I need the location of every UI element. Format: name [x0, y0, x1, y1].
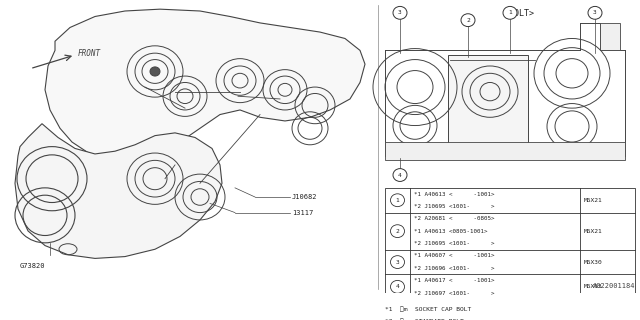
- Bar: [385, 188, 635, 299]
- Circle shape: [150, 67, 160, 76]
- Text: *2 J10695 <1001-      >: *2 J10695 <1001- >: [414, 241, 495, 246]
- Bar: [385, 142, 625, 160]
- Circle shape: [390, 280, 404, 293]
- Text: 1: 1: [508, 10, 512, 15]
- Circle shape: [393, 169, 407, 181]
- Text: M6X53: M6X53: [584, 284, 603, 289]
- Bar: [600, 23, 620, 50]
- Circle shape: [588, 6, 602, 19]
- Text: 3: 3: [593, 10, 597, 15]
- Text: 4: 4: [396, 284, 399, 289]
- Circle shape: [390, 256, 404, 268]
- Text: *2 J10695 <1001-      >: *2 J10695 <1001- >: [414, 204, 495, 209]
- Text: FRONT: FRONT: [78, 49, 101, 58]
- Circle shape: [390, 225, 404, 237]
- Text: M6X30: M6X30: [584, 260, 603, 265]
- Text: *1  Ⓢm  SOCKET CAP BOLT: *1 Ⓢm SOCKET CAP BOLT: [385, 307, 471, 312]
- Text: M6X21: M6X21: [584, 229, 603, 234]
- Polygon shape: [15, 124, 222, 259]
- Text: *2  Ⓣm  STANDARD BOLT: *2 Ⓣm STANDARD BOLT: [385, 318, 464, 320]
- Text: 3: 3: [396, 260, 399, 265]
- Text: J10682: J10682: [292, 194, 317, 200]
- Text: *2 J10696 <1001-      >: *2 J10696 <1001- >: [414, 266, 495, 271]
- Polygon shape: [45, 9, 365, 160]
- Text: *2 A20681 <      -0805>: *2 A20681 < -0805>: [414, 216, 495, 221]
- Text: G73820: G73820: [20, 263, 45, 269]
- Text: 2: 2: [466, 18, 470, 23]
- Text: 1: 1: [396, 198, 399, 203]
- Text: <BOLT>: <BOLT>: [505, 9, 535, 18]
- Text: *2 J10697 <1001-      >: *2 J10697 <1001- >: [414, 291, 495, 295]
- Text: *1 A40607 <      -1001>: *1 A40607 < -1001>: [414, 253, 495, 258]
- Text: *1 A40613 <      -1001>: *1 A40613 < -1001>: [414, 192, 495, 196]
- Text: 4: 4: [398, 172, 402, 178]
- Circle shape: [393, 6, 407, 19]
- Text: 13117: 13117: [292, 210, 313, 216]
- Circle shape: [461, 14, 475, 27]
- Text: 3: 3: [398, 10, 402, 15]
- Text: *1 A40617 <      -1001>: *1 A40617 < -1001>: [414, 278, 495, 283]
- Text: A022001184: A022001184: [593, 283, 635, 289]
- Bar: [448, 55, 528, 156]
- Text: M6X21: M6X21: [584, 198, 603, 203]
- Text: *1 A40613 <0805-1001>: *1 A40613 <0805-1001>: [414, 229, 488, 234]
- Text: 2: 2: [396, 229, 399, 234]
- Circle shape: [390, 194, 404, 207]
- Circle shape: [503, 6, 517, 19]
